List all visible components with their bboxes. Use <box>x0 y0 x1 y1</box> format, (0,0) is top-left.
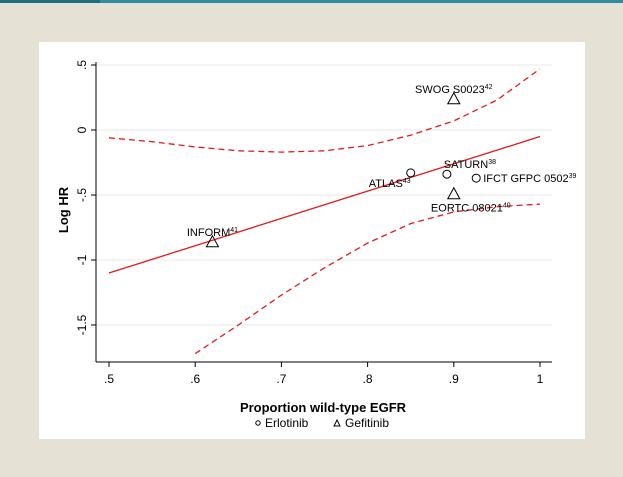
x-axis-title: Proportion wild-type EGFR <box>240 400 407 415</box>
top-accent-bar <box>0 0 623 3</box>
ci-upper-curve <box>108 68 541 153</box>
fit-lines-layer <box>108 68 541 355</box>
axes-layer: .5 0 -.5 -1 -1.5 .5 .6 .7 .8 .9 1 <box>75 60 552 386</box>
erlotinib-point <box>471 173 481 183</box>
legend-gefitinib-marker <box>333 418 341 427</box>
y-tick-label: -1.5 <box>75 314 89 335</box>
gefitinib-point <box>205 234 220 248</box>
x-tick-label: .5 <box>104 372 114 386</box>
y-axis-title: Log HR <box>56 186 71 233</box>
point-label: EORTC 0802140 <box>431 203 511 215</box>
y-tick-label: .5 <box>75 60 89 70</box>
points-layer: SWOG S002342 SATURN38 ATLAS43 IFCT GFPC 050… <box>187 84 576 248</box>
gefitinib-point <box>446 91 461 105</box>
x-tick-label: .7 <box>276 372 286 386</box>
point-label: SWOG S002342 <box>415 84 493 96</box>
x-tick-label: 1 <box>537 372 544 386</box>
fit-line <box>108 135 541 274</box>
ci-lower-curve <box>194 203 541 355</box>
legend-gefitinib-label: Gefitinib <box>345 416 389 430</box>
point-label: IFCT GFPC 050239 <box>483 173 576 185</box>
erlotinib-point <box>406 168 416 178</box>
point-label: SATURN38 <box>444 159 496 171</box>
x-tick-label: .6 <box>190 372 200 386</box>
legend: Erlotinib Gefitinib <box>255 416 389 430</box>
point-label: ATLAS43 <box>369 178 411 190</box>
chart-panel <box>39 42 585 439</box>
point-label: INFORM41 <box>187 227 238 239</box>
erlotinib-point <box>442 169 452 179</box>
x-tick-label: .8 <box>363 372 373 386</box>
legend-erlotinib-marker <box>255 420 261 426</box>
gefitinib-point <box>446 186 461 200</box>
x-tick-label: .9 <box>449 372 459 386</box>
legend-erlotinib-label: Erlotinib <box>265 416 309 430</box>
y-tick-label: -.5 <box>75 188 89 202</box>
top-accent-bar-dark <box>0 0 100 3</box>
grid-layer <box>96 64 552 326</box>
y-tick-label: 0 <box>75 126 89 133</box>
y-tick-label: -1 <box>75 254 89 265</box>
